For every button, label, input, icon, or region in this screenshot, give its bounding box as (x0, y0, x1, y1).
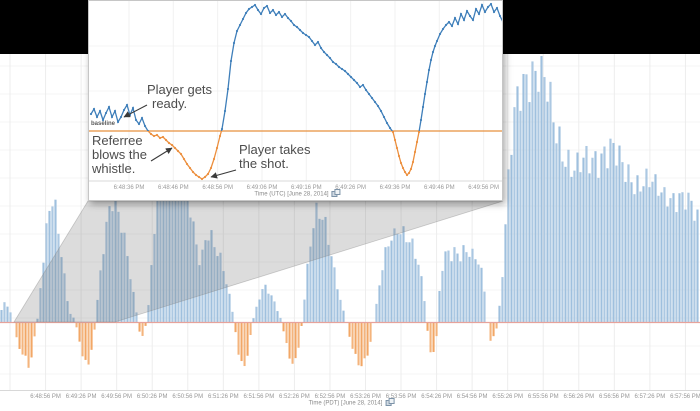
axis-title-icon (331, 189, 341, 197)
inset-chart-panel: baseline Player gets ready. Referree blo… (88, 0, 503, 201)
x-tick-label: 6:48:56 PM (202, 185, 233, 191)
annotation-line: blows the (92, 147, 147, 162)
baseline-label: baseline (91, 121, 116, 127)
annotation-referee-blows-whistle: Referree blows the whistle. (92, 134, 147, 176)
inset-axis-title-text: Time (UTC) [June 28, 2014] (254, 191, 329, 198)
annotation-line: Player gets (147, 82, 213, 97)
annotation-player-gets-ready: Player gets ready. (147, 83, 212, 111)
annotation-line: ready. (152, 96, 188, 111)
x-tick-label: 6:49:26 PM (335, 185, 366, 191)
annotation-line: whistle. (92, 161, 136, 176)
x-tick-label: 6:49:16 PM (290, 185, 322, 191)
x-tick-label: 6:49:36 PM (379, 185, 411, 191)
annotation-player-takes-shot: Player takes the shot. (239, 143, 311, 171)
x-tick-label: 6:49:06 PM (246, 185, 278, 191)
inset-axis-title: Time (UTC) [June 28, 2014] (254, 189, 341, 198)
annotation-line: the shot. (239, 156, 289, 171)
x-tick-label: 6:48:36 PM (113, 185, 145, 191)
annotation-line: Referree (92, 133, 143, 148)
annotation-line: Player takes (239, 142, 311, 157)
x-tick-label: 6:49:46 PM (423, 185, 455, 191)
x-tick-label: 6:49:56 PM (468, 185, 499, 191)
x-tick-label: 6:48:46 PM (157, 185, 189, 191)
inset-chart-canvas (89, 1, 502, 182)
